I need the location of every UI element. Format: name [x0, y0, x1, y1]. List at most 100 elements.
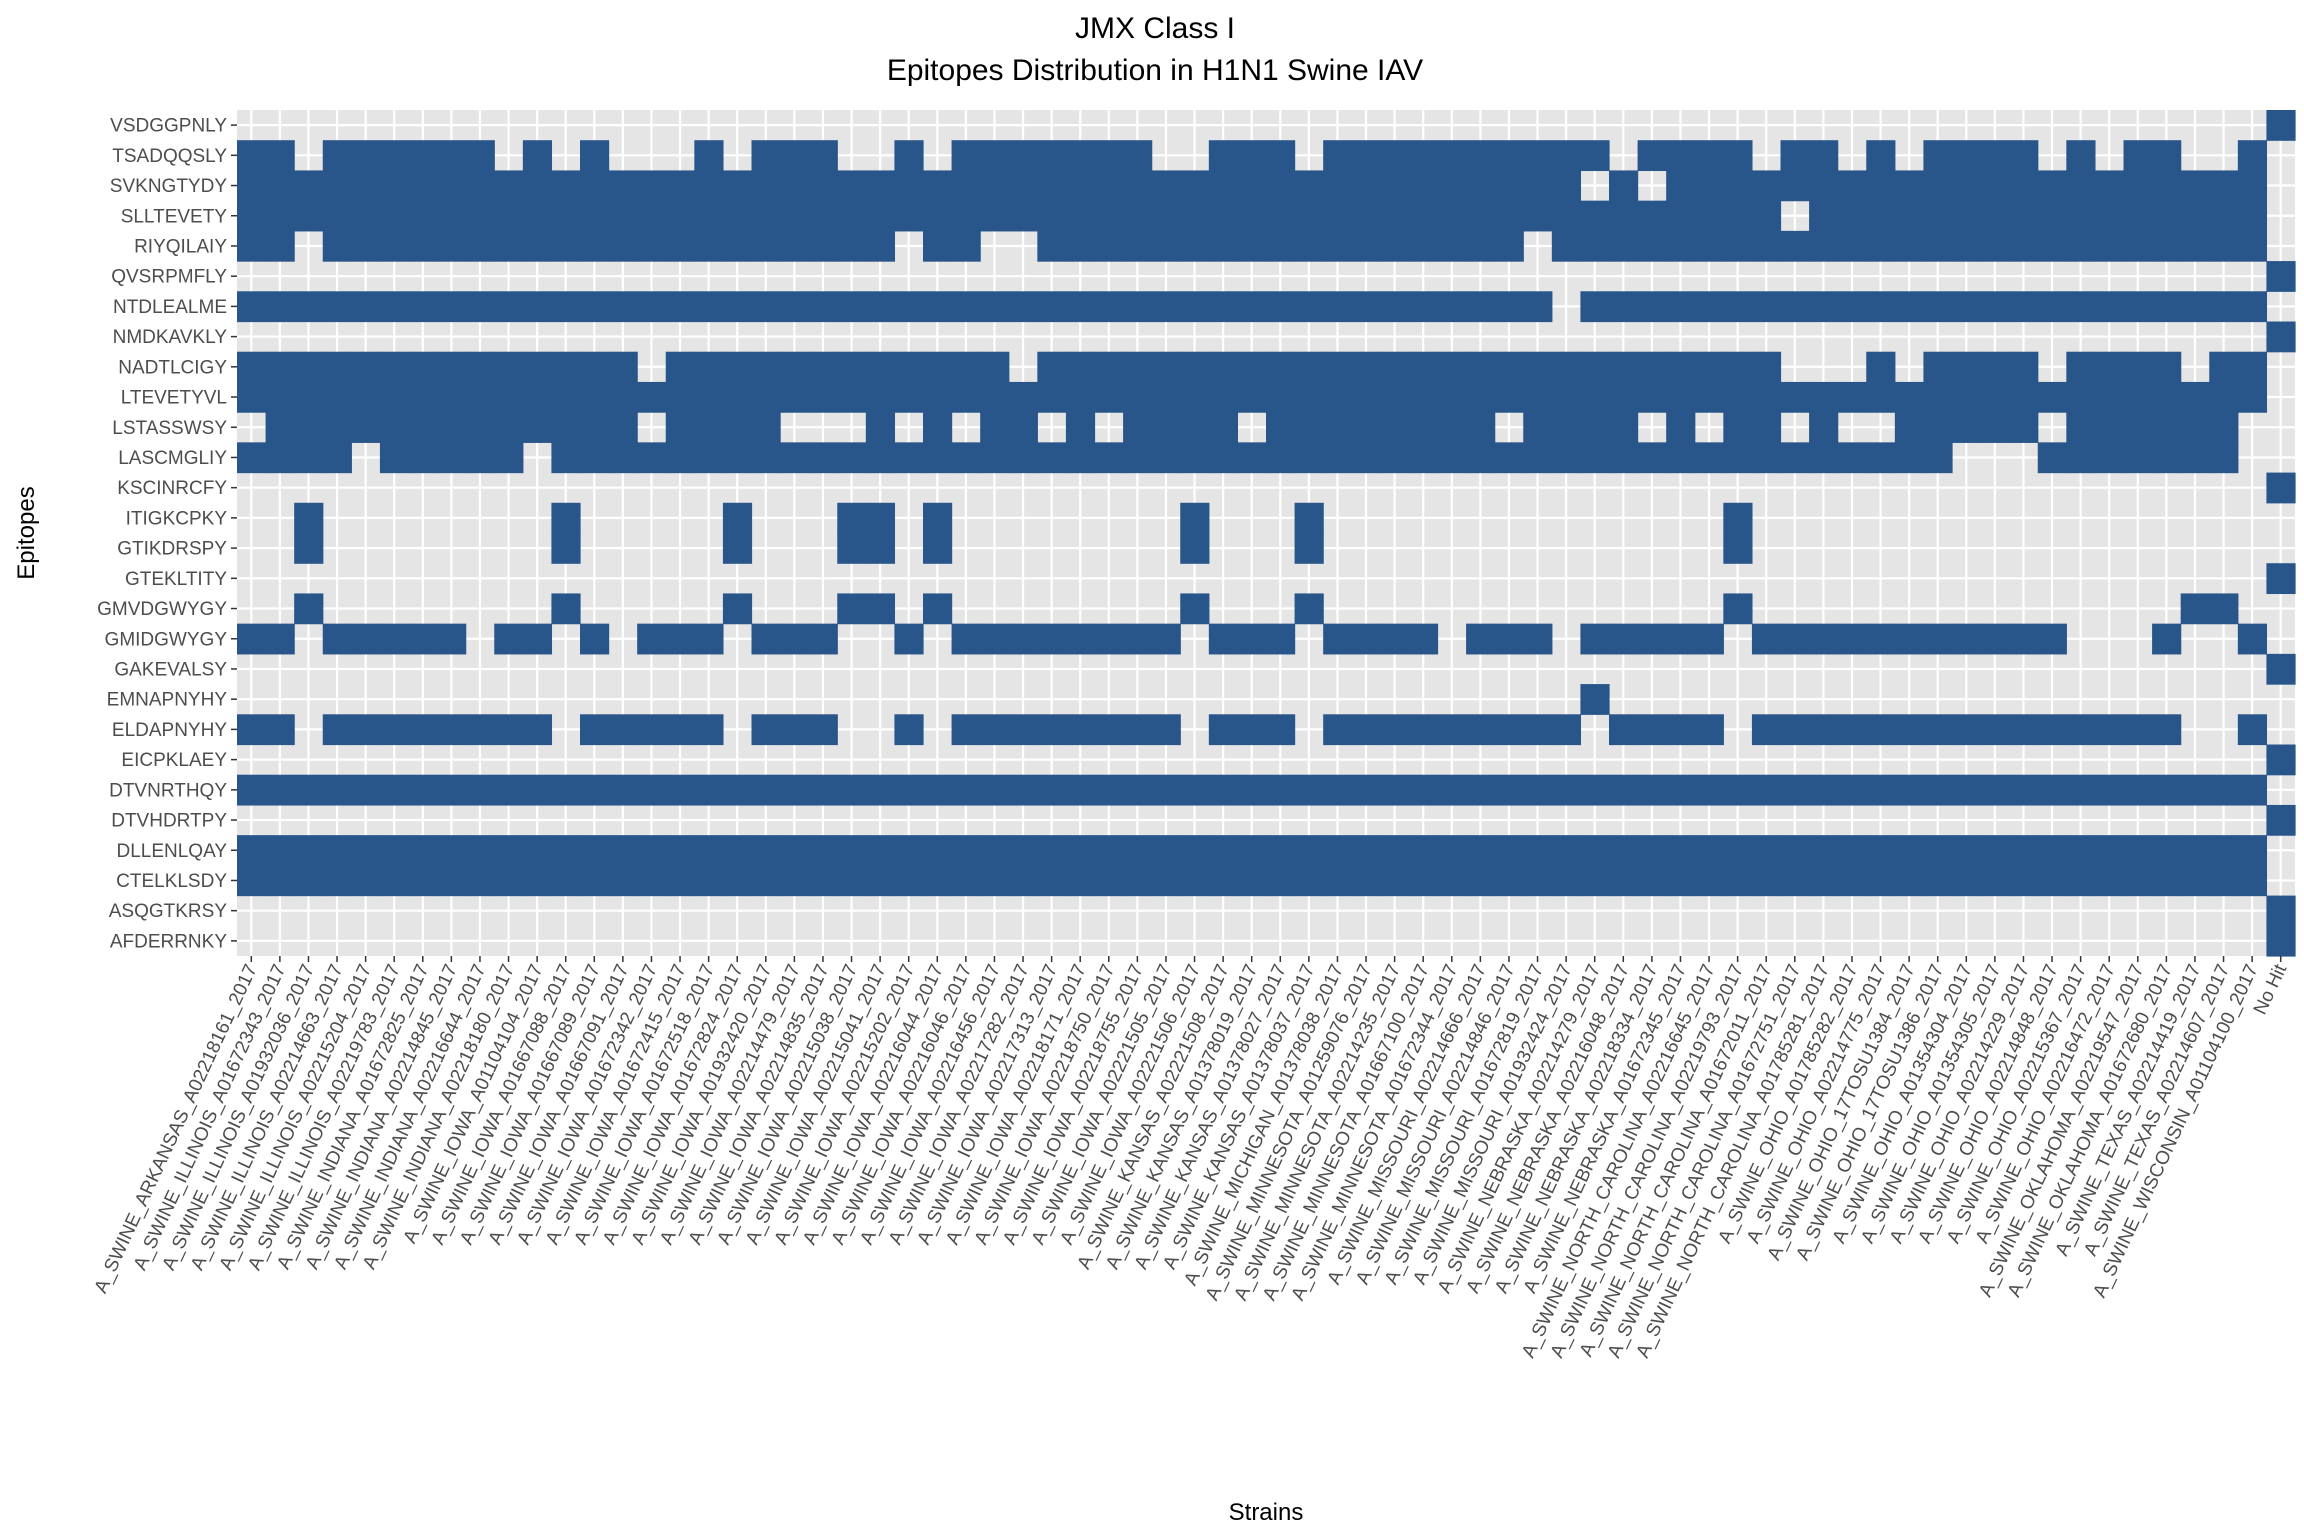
heatmap-cell	[808, 714, 838, 746]
heatmap-cell	[580, 381, 610, 413]
heatmap-cell	[1094, 774, 1124, 806]
heatmap-cell	[808, 835, 838, 866]
heatmap-cell	[1609, 200, 1639, 232]
heatmap-cell	[1637, 835, 1667, 866]
heatmap-cell	[1323, 140, 1353, 172]
heatmap-cell	[2123, 381, 2153, 413]
heatmap-cell	[408, 351, 438, 383]
heatmap-cell	[980, 291, 1010, 323]
y-tick-label: EMNAPNYHY	[107, 690, 228, 711]
heatmap-cell	[1323, 774, 1353, 806]
heatmap-cell	[1580, 381, 1610, 413]
heatmap-cell	[1123, 412, 1153, 443]
heatmap-cell	[494, 230, 524, 262]
heatmap-cell	[1094, 835, 1124, 866]
heatmap-cell	[322, 170, 352, 202]
heatmap-cell	[1751, 442, 1782, 474]
heatmap-cell	[1123, 774, 1153, 806]
heatmap-cell	[637, 230, 667, 262]
heatmap-cell	[322, 835, 352, 866]
heatmap-cell	[408, 835, 438, 866]
heatmap-cell	[722, 502, 753, 534]
heatmap-cell	[1294, 381, 1324, 413]
heatmap-cell	[1351, 835, 1381, 866]
heatmap-cell	[1351, 865, 1381, 897]
heatmap-cell	[2066, 774, 2096, 806]
heatmap-cell	[1351, 412, 1381, 443]
heatmap-cell	[465, 140, 495, 172]
heatmap-cell	[1609, 623, 1639, 655]
heatmap-cell	[608, 412, 638, 443]
heatmap-cell	[694, 774, 724, 806]
heatmap-cell	[1351, 351, 1381, 383]
y-tick-label: NTDLEALME	[113, 297, 227, 318]
heatmap-cell	[980, 140, 1010, 172]
heatmap-cell	[1380, 714, 1410, 746]
heatmap-cell	[1809, 442, 1839, 474]
heatmap-cell	[1980, 623, 2010, 655]
heatmap-cell	[1694, 774, 1724, 806]
heatmap-cell	[1866, 381, 1896, 413]
heatmap-cell	[580, 140, 610, 172]
y-tick-label: GTIKDRSPY	[117, 539, 227, 560]
heatmap-cell	[2123, 774, 2153, 806]
heatmap-cell	[2209, 291, 2239, 323]
heatmap-cell	[351, 412, 381, 443]
heatmap-cell	[1723, 442, 1753, 474]
heatmap-cell	[951, 381, 981, 413]
heatmap-cell	[608, 714, 638, 746]
heatmap-cell	[1780, 442, 1810, 474]
heatmap-cell	[2152, 381, 2182, 413]
heatmap-cell	[1351, 230, 1381, 262]
heatmap-cell	[1894, 714, 1925, 746]
heatmap-cell	[1123, 835, 1153, 866]
heatmap-cell	[1551, 714, 1582, 746]
heatmap-cell	[694, 140, 724, 172]
heatmap-cell	[1351, 170, 1381, 202]
heatmap-cell	[1237, 170, 1267, 202]
heatmap-cell	[2009, 200, 2039, 232]
heatmap-cell	[522, 291, 553, 323]
heatmap-cell	[1323, 381, 1353, 413]
heatmap-cell	[1180, 533, 1210, 564]
heatmap-cell	[837, 533, 867, 564]
heatmap-cell	[951, 200, 981, 232]
heatmap-cell	[1008, 714, 1038, 746]
heatmap-cell	[780, 351, 810, 383]
heatmap-cell	[2094, 291, 2125, 323]
heatmap-cell	[1837, 381, 1867, 413]
heatmap-cell	[1923, 200, 1953, 232]
heatmap-cell	[1008, 774, 1038, 806]
heatmap-cell	[494, 442, 524, 474]
heatmap-cell	[465, 351, 495, 383]
heatmap-cell	[2237, 230, 2268, 262]
heatmap-cell	[923, 774, 953, 806]
x-axis-label: Strains	[1229, 1499, 1304, 1526]
heatmap-cell	[1866, 291, 1896, 323]
heatmap-cell	[1437, 351, 1467, 383]
heatmap-cell	[2266, 563, 2296, 595]
heatmap-cell	[2066, 412, 2096, 443]
heatmap-cell	[1980, 381, 2010, 413]
heatmap-cell	[894, 291, 924, 323]
heatmap-cell	[951, 623, 981, 655]
heatmap-cell	[894, 381, 924, 413]
heatmap-cell	[1094, 623, 1124, 655]
heatmap-cell	[1180, 381, 1210, 413]
heatmap-cell	[1666, 140, 1696, 172]
heatmap-cell	[1723, 533, 1753, 564]
heatmap-cell	[1351, 442, 1381, 474]
heatmap-cell	[379, 140, 410, 172]
heatmap-cell	[2123, 140, 2153, 172]
heatmap-cell	[1894, 442, 1925, 474]
heatmap-cell	[2180, 170, 2210, 202]
heatmap-cell	[1180, 593, 1210, 625]
heatmap-cell	[1637, 140, 1667, 172]
heatmap-cell	[408, 714, 438, 746]
heatmap-cell	[1437, 291, 1467, 323]
heatmap-cell	[1952, 291, 1982, 323]
heatmap-cell	[1866, 835, 1896, 866]
heatmap-cell	[1065, 623, 1096, 655]
heatmap-cell	[1008, 200, 1038, 232]
